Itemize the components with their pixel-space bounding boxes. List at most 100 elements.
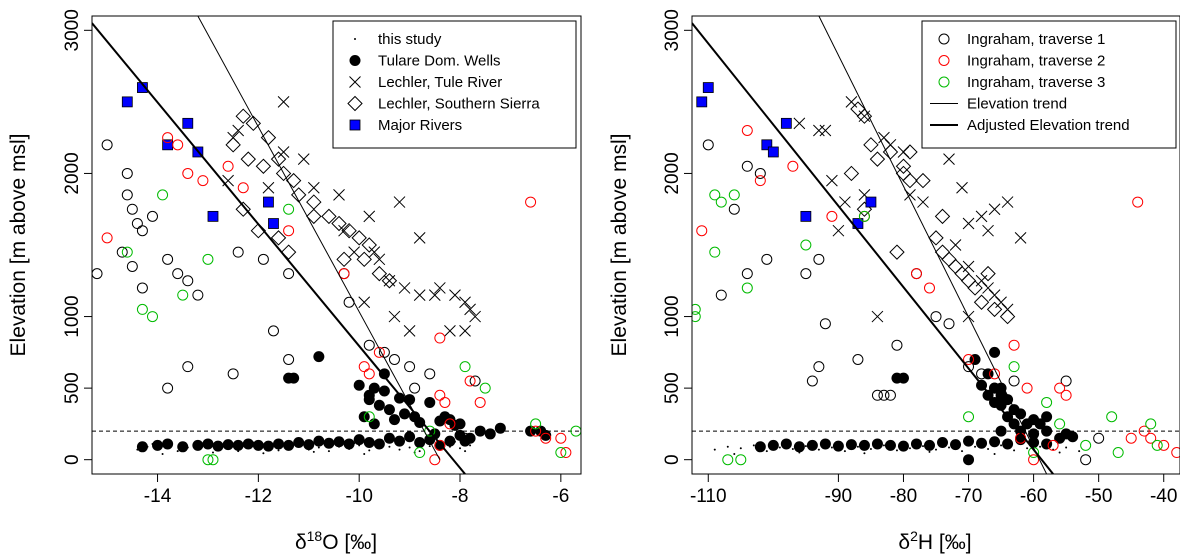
data-point	[1028, 428, 1040, 440]
series-ingraham-traverse-2	[696, 125, 1180, 466]
data-point	[963, 411, 975, 423]
data-point	[267, 325, 279, 337]
data-point	[136, 441, 148, 453]
data-point	[845, 439, 857, 451]
series-ingraham-traverse-3	[121, 189, 581, 466]
data-point	[715, 289, 727, 301]
legend-label: this study	[378, 31, 442, 48]
data-point	[358, 296, 371, 309]
data-point	[778, 446, 781, 449]
data-point	[856, 108, 873, 124]
data-point	[469, 444, 472, 447]
data-point	[414, 437, 426, 449]
data-point	[444, 435, 456, 447]
data-point	[1065, 446, 1068, 449]
data-point	[418, 450, 421, 453]
data-point	[464, 303, 476, 316]
data-point	[381, 273, 398, 289]
data-point	[358, 361, 370, 373]
data-point	[555, 432, 567, 444]
data-point	[207, 454, 219, 466]
data-point	[754, 167, 766, 179]
data-point	[863, 452, 866, 455]
data-point	[930, 311, 942, 323]
data-point	[761, 139, 773, 151]
data-point	[245, 115, 262, 132]
legend-label: Adjusted Elevation trend	[967, 117, 1130, 134]
data-point	[715, 196, 727, 208]
data-point	[871, 310, 884, 323]
data-point	[928, 450, 931, 453]
data-point	[341, 222, 357, 239]
data-point	[343, 438, 355, 450]
data-point	[793, 441, 805, 453]
data-point	[283, 225, 295, 237]
data-point	[235, 108, 251, 124]
data-point	[1125, 432, 1137, 444]
data-point	[800, 239, 812, 251]
data-point	[1034, 418, 1046, 430]
data-point	[1093, 432, 1105, 444]
data-point	[709, 189, 721, 201]
data-point	[934, 244, 951, 260]
data-point	[1041, 425, 1053, 437]
data-point	[989, 382, 1001, 394]
data-point	[255, 158, 272, 174]
series-ingraham-traverse-1	[92, 139, 481, 444]
data-point	[424, 368, 436, 380]
legend-oxygen: this study Tulare Dom. Wells Lechler, Tule…	[332, 20, 577, 149]
data-point	[162, 132, 174, 144]
data-point	[871, 438, 883, 450]
trend-line-elevation-trend	[818, 16, 1048, 474]
data-point	[1058, 451, 1061, 454]
data-point	[923, 439, 935, 451]
data-point	[986, 301, 1003, 318]
data-point	[192, 289, 204, 301]
data-point	[1041, 396, 1053, 408]
data-point	[982, 389, 994, 401]
data-point	[1112, 447, 1124, 459]
data-point	[741, 282, 753, 294]
data-point	[1138, 425, 1150, 437]
legend-box	[332, 20, 577, 149]
data-point	[373, 346, 385, 358]
data-point	[869, 151, 886, 167]
data-point	[832, 440, 844, 452]
legend-label: Ingraham, traverse 3	[967, 74, 1105, 91]
data-point	[162, 253, 174, 265]
data-point	[383, 404, 395, 416]
x-tick-label: -14	[144, 486, 172, 507]
data-point	[368, 418, 380, 430]
data-point	[356, 251, 372, 268]
data-point	[388, 310, 401, 323]
data-point	[754, 441, 766, 453]
data-point	[845, 96, 858, 108]
data-point	[895, 158, 912, 174]
data-point	[962, 217, 975, 230]
y-tick-label: 3000	[62, 9, 83, 51]
data-point	[884, 389, 896, 401]
data-point	[363, 339, 375, 351]
data-point	[692, 303, 701, 315]
data-point	[373, 253, 386, 266]
data-point	[999, 308, 1016, 325]
data-point	[388, 445, 391, 448]
data-point	[92, 268, 103, 280]
data-point	[429, 428, 441, 440]
data-point	[1008, 375, 1020, 387]
x-tick-label: -50	[1085, 486, 1112, 507]
data-point	[331, 215, 347, 232]
data-point	[459, 296, 471, 309]
data-point	[428, 445, 431, 448]
data-point	[414, 447, 426, 459]
data-point	[889, 244, 905, 260]
data-point	[388, 414, 400, 426]
data-point	[709, 246, 721, 258]
data-point	[1145, 432, 1157, 444]
legend-box	[921, 20, 1177, 149]
x-tick-label: -10	[345, 486, 372, 507]
data-point	[963, 354, 975, 365]
data-point	[1078, 450, 1081, 453]
data-point	[131, 218, 143, 230]
plot-area-oxygen	[92, 16, 581, 474]
